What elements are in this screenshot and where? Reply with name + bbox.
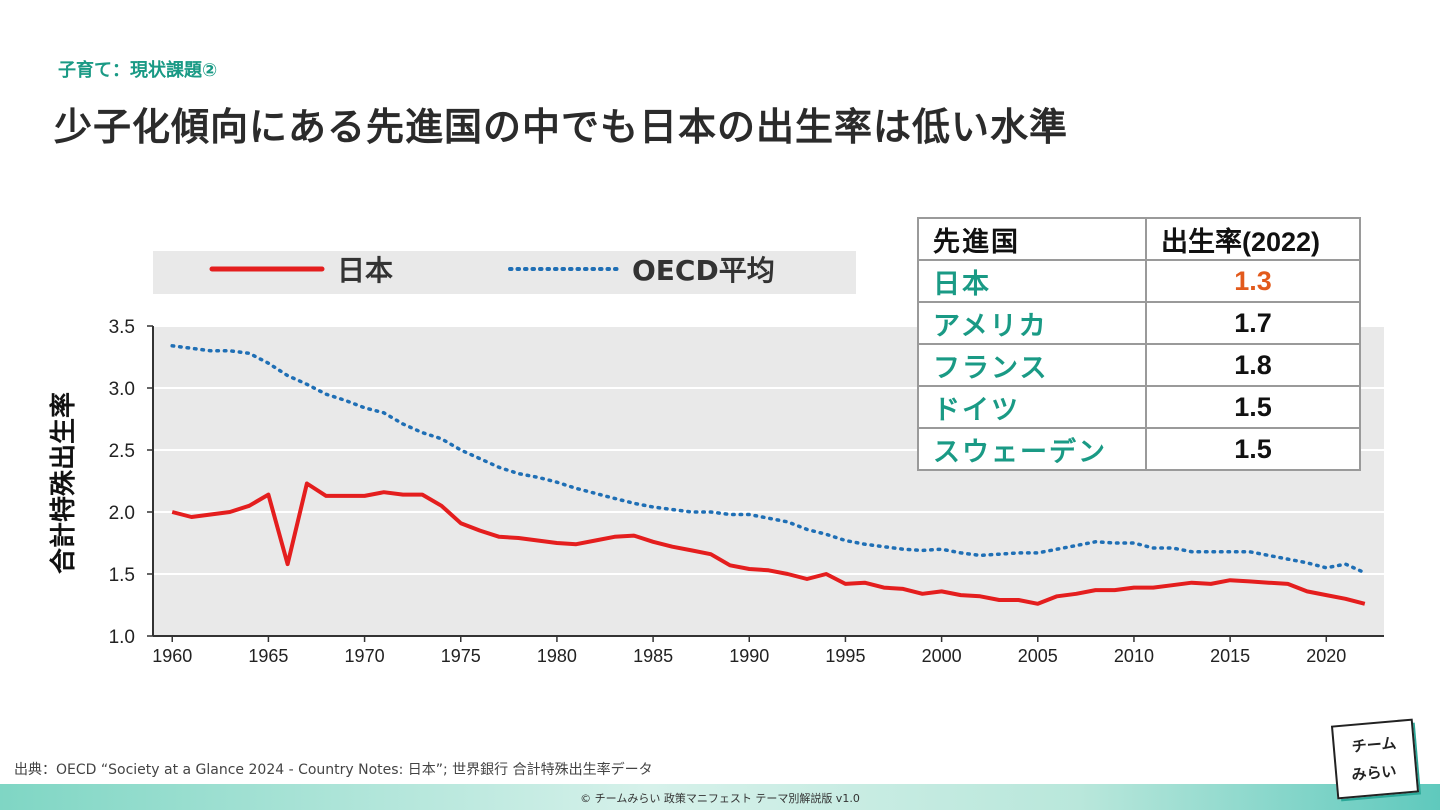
table-header-row: 先進国 出生率(2022) — [917, 217, 1361, 261]
footer-copyright: © チームみらい 政策マニフェスト テーマ別解説版 v1.0 — [580, 792, 860, 805]
footer-bar — [0, 784, 1440, 810]
x-tick-label: 2005 — [1018, 646, 1058, 666]
table-cell-country: 日本 — [917, 259, 1147, 303]
x-tick-label: 2010 — [1114, 646, 1154, 666]
x-tick-label: 1995 — [825, 646, 865, 666]
table-cell-country: アメリカ — [917, 301, 1147, 345]
x-tick-label: 2015 — [1210, 646, 1250, 666]
table-cell-value: 1.5 — [1145, 427, 1361, 471]
y-tick-label: 1.0 — [109, 627, 135, 648]
table-row: スウェーデン 1.5 — [917, 427, 1361, 471]
table-cell-country: フランス — [917, 343, 1147, 387]
table-cell-value: 1.5 — [1145, 385, 1361, 429]
y-tick-labels: 1.0 1.5 2.0 2.5 3.0 3.5 — [109, 317, 153, 648]
x-tick-label: 2020 — [1306, 646, 1346, 666]
fertility-rate-table: 先進国 出生率(2022) 日本 1.3 アメリカ 1.7 フランス 1.8 ド… — [917, 217, 1361, 471]
y-tick-label: 2.5 — [109, 441, 135, 462]
table-cell-country: スウェーデン — [917, 427, 1147, 471]
table-cell-value: 1.3 — [1145, 259, 1361, 303]
x-tick-label: 1990 — [729, 646, 769, 666]
x-tick-labels: 1960 1965 1970 1975 1980 1985 1990 1995 2000 2005… — [152, 636, 1346, 666]
x-tick-label: 1980 — [537, 646, 577, 666]
table-row: フランス 1.8 — [917, 343, 1361, 387]
x-tick-label: 1985 — [633, 646, 673, 666]
legend-label-oecd: OECD平均 — [632, 254, 775, 287]
table-row: 日本 1.3 — [917, 259, 1361, 303]
y-tick-label: 3.0 — [109, 379, 135, 400]
y-tick-label: 1.5 — [109, 565, 135, 586]
y-axis-label: 合計特殊出生率 — [48, 392, 79, 574]
table-cell-value: 1.7 — [1145, 301, 1361, 345]
table-row: アメリカ 1.7 — [917, 301, 1361, 345]
japan-line — [171, 481, 1366, 606]
team-mirai-logo: チーム みらい — [1330, 718, 1421, 802]
y-tick-label: 2.0 — [109, 503, 135, 524]
logo-card — [1330, 718, 1420, 800]
table-header-country: 先進国 — [917, 217, 1147, 261]
table-cell-value: 1.8 — [1145, 343, 1361, 387]
legend-background — [153, 251, 856, 294]
y-tick-label: 3.5 — [109, 317, 135, 338]
x-tick-label: 1960 — [152, 646, 192, 666]
x-tick-label: 1970 — [345, 646, 385, 666]
source-note: 出典：OECD “Society at a Glance 2024 - Coun… — [14, 762, 653, 778]
page-title: 少子化傾向にある先進国の中でも日本の出生率は低い水準 — [54, 105, 1069, 149]
legend-label-japan: 日本 — [337, 254, 393, 287]
table-header-value: 出生率(2022) — [1145, 217, 1361, 261]
oecd-average-line — [170, 344, 1367, 575]
x-tick-label: 2000 — [922, 646, 962, 666]
table-row: ドイツ 1.5 — [917, 385, 1361, 429]
x-tick-label: 1965 — [248, 646, 288, 666]
x-tick-label: 1975 — [441, 646, 481, 666]
section-label: 子育て：現状課題② — [58, 60, 218, 81]
table-cell-country: ドイツ — [917, 385, 1147, 429]
